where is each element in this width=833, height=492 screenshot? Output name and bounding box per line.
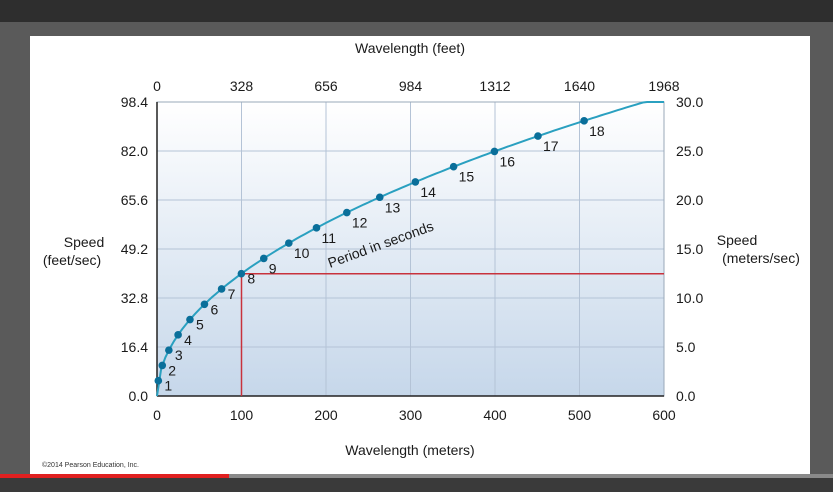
y-right-tick-label: 25.0: [676, 143, 703, 159]
y-left-tick-label: 16.4: [121, 339, 148, 355]
x-top-tick-label: 1640: [564, 78, 595, 94]
y-axis-title-left-line1: Speed: [64, 234, 104, 250]
slide: 1 2 3 4 5 6 7 8 9 10 11 12 13 14 15 16 17 18 0 100 200 300 40…: [30, 36, 810, 476]
x-bottom-tick-label: 200: [314, 407, 338, 423]
video-progress-bar[interactable]: [0, 474, 833, 478]
data-point: [375, 193, 384, 202]
period-label: 6: [210, 301, 218, 317]
x-bottom-tick-label: 100: [230, 407, 254, 423]
x-top-tick-label: 0: [153, 78, 161, 94]
period-label: 9: [269, 260, 277, 276]
period-label: 14: [420, 184, 436, 200]
data-point: [411, 178, 420, 186]
y-left-tick-label: 0.0: [129, 388, 149, 404]
period-label: 2: [168, 362, 176, 378]
data-point: [580, 117, 588, 125]
y-right-tick-label: 30.0: [676, 94, 703, 110]
y-right-tick-label: 10.0: [676, 290, 703, 306]
y-left-tick-label: 98.4: [121, 94, 148, 110]
y-left-tick-label: 65.6: [121, 192, 148, 208]
x-bottom-tick-label: 500: [568, 407, 592, 423]
x-top-tick-label: 1312: [479, 78, 510, 94]
data-point: [259, 254, 268, 263]
reference-lines: [240, 272, 664, 396]
copyright-notice: ©2014 Pearson Education, Inc.: [42, 462, 139, 469]
data-point: [165, 346, 173, 354]
data-point: [534, 132, 542, 140]
period-label: 15: [459, 169, 475, 185]
x-axis-title-bottom: Wavelength (meters): [345, 442, 474, 458]
grid: [156, 101, 665, 397]
y-axis-title-right-line1: Speed: [717, 232, 757, 248]
period-label: 16: [499, 153, 515, 169]
x-axis-title-top: Wavelength (feet): [355, 40, 465, 56]
video-bottom-bar: [0, 478, 833, 492]
period-label: 8: [247, 271, 255, 287]
y-right-tick-label: 0.0: [676, 388, 696, 404]
data-point: [285, 239, 293, 247]
data-point: [158, 361, 167, 370]
x-top-tick-label: 1968: [648, 78, 679, 94]
data-point: [174, 331, 182, 339]
y-right-tick-label: 5.0: [676, 339, 696, 355]
x-bottom-tick-label: 0: [153, 407, 161, 423]
video-top-bar: [0, 0, 833, 22]
period-label: 18: [589, 123, 605, 139]
y-left-tick-label: 49.2: [121, 241, 148, 257]
x-top-tick-label: 328: [230, 78, 254, 94]
x-bottom-tick-label: 600: [652, 407, 676, 423]
x-top-tick-label: 656: [314, 78, 338, 94]
period-label: 3: [175, 347, 183, 363]
y-left-tick-label: 82.0: [121, 143, 148, 159]
data-point: [237, 269, 246, 278]
y-axis-title-right-line2: (meters/sec): [722, 250, 800, 266]
period-label: 5: [196, 317, 204, 333]
period-label: 13: [385, 199, 401, 215]
data-point: [449, 162, 458, 171]
data-point: [490, 147, 499, 156]
data-point: [312, 224, 321, 232]
y-right-tick-label: 20.0: [676, 192, 703, 208]
period-label: 7: [228, 286, 236, 302]
x-bottom-tick-label: 400: [483, 407, 507, 423]
data-point: [154, 376, 163, 385]
data-points: [154, 117, 588, 385]
x-bottom-tick-label: 300: [399, 407, 423, 423]
data-point: [217, 285, 226, 293]
period-label: 11: [322, 230, 337, 246]
data-point: [200, 300, 209, 309]
period-label: 1: [164, 378, 172, 394]
period-label: 17: [543, 138, 559, 154]
data-point: [186, 315, 194, 324]
y-left-tick-label: 32.8: [121, 290, 148, 306]
period-label: 4: [184, 332, 192, 348]
y-axis-title-left-line2: (feet/sec): [43, 252, 101, 268]
video-progress-fill: [0, 474, 230, 478]
period-label: 10: [294, 245, 310, 261]
y-right-tick-label: 15.0: [676, 241, 703, 257]
period-label: 12: [352, 215, 368, 231]
x-top-tick-label: 984: [399, 78, 423, 94]
data-point: [343, 208, 351, 217]
